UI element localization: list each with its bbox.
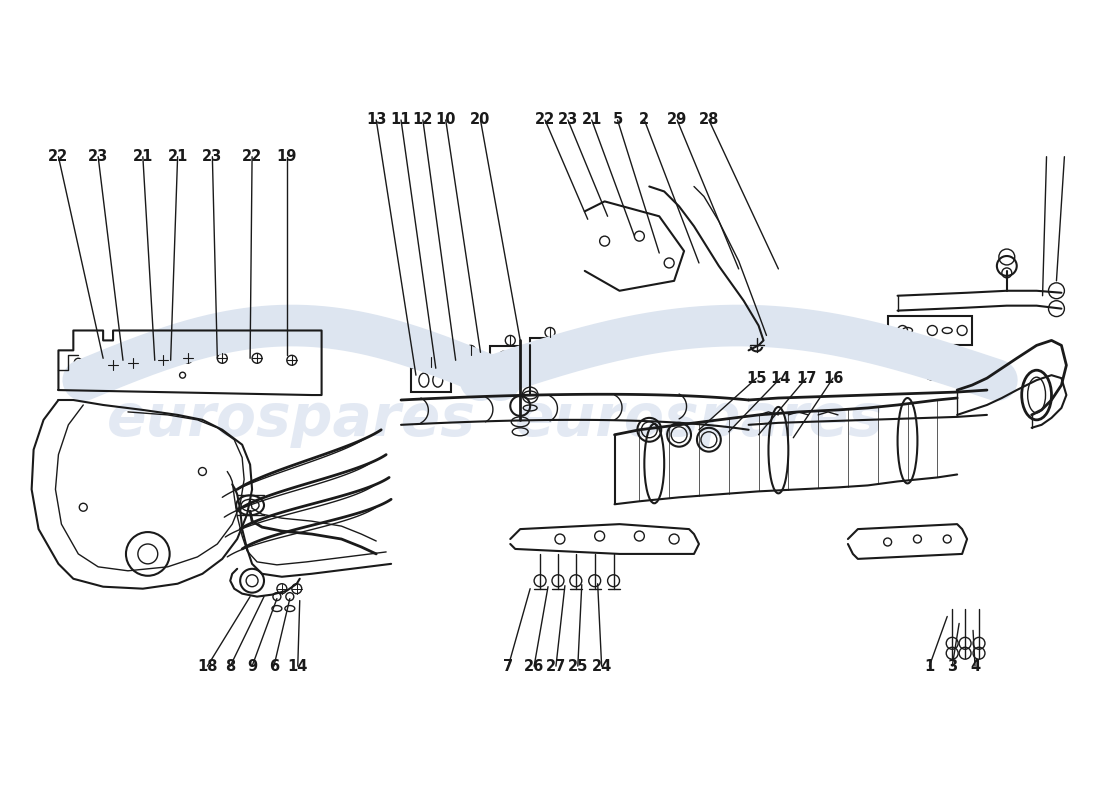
Text: 11: 11 xyxy=(390,113,411,127)
Text: 3: 3 xyxy=(947,658,957,674)
Text: eurospares: eurospares xyxy=(515,391,883,448)
Text: 21: 21 xyxy=(167,150,188,164)
Text: 17: 17 xyxy=(796,370,816,386)
Text: 7: 7 xyxy=(503,658,514,674)
Text: 23: 23 xyxy=(202,150,222,164)
Text: 10: 10 xyxy=(436,113,456,127)
Text: 19: 19 xyxy=(277,150,297,164)
Text: 29: 29 xyxy=(667,113,688,127)
Text: 28: 28 xyxy=(698,113,719,127)
Text: 1: 1 xyxy=(924,658,935,674)
Text: 12: 12 xyxy=(412,113,433,127)
Text: eurospares: eurospares xyxy=(108,391,476,448)
Text: 22: 22 xyxy=(535,113,556,127)
Text: 14: 14 xyxy=(770,370,791,386)
Text: 15: 15 xyxy=(746,370,767,386)
Text: 26: 26 xyxy=(524,658,544,674)
Text: 22: 22 xyxy=(242,150,262,164)
Text: 23: 23 xyxy=(88,150,108,164)
Text: 20: 20 xyxy=(471,113,491,127)
Text: 27: 27 xyxy=(546,658,566,674)
Text: 16: 16 xyxy=(823,370,844,386)
Bar xyxy=(491,346,530,370)
Text: 5: 5 xyxy=(613,113,623,127)
Text: 18: 18 xyxy=(197,658,218,674)
Text: 21: 21 xyxy=(133,150,153,164)
Text: 8: 8 xyxy=(226,658,235,674)
Text: 6: 6 xyxy=(268,658,279,674)
Bar xyxy=(530,338,570,362)
Text: 23: 23 xyxy=(558,113,578,127)
Text: 22: 22 xyxy=(48,150,68,164)
Text: 21: 21 xyxy=(582,113,602,127)
Text: 2: 2 xyxy=(639,113,649,127)
Bar xyxy=(411,368,451,392)
Text: 9: 9 xyxy=(248,658,257,674)
Text: 24: 24 xyxy=(592,658,612,674)
Text: 4: 4 xyxy=(970,658,980,674)
Text: 13: 13 xyxy=(366,113,386,127)
Bar xyxy=(451,356,491,380)
Text: 25: 25 xyxy=(568,658,588,674)
Text: 14: 14 xyxy=(287,658,308,674)
Bar xyxy=(888,315,972,346)
